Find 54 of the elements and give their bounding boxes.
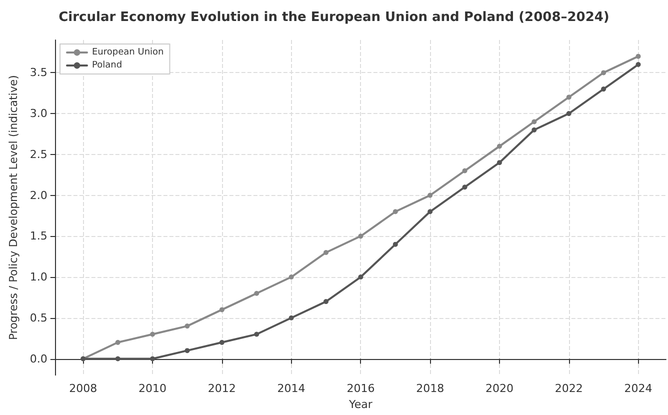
x-tick-label: 2012 [208,382,236,396]
point [115,356,120,362]
point [496,144,502,149]
point [392,242,398,247]
point [115,340,120,345]
y-tick-label: 0.0 [30,352,48,366]
point [358,234,364,239]
point [566,94,572,100]
point [358,274,364,280]
point [566,111,572,116]
y-tick-label: 1.5 [30,230,48,243]
y-tick-label: 1.0 [30,270,48,284]
x-tick-label: 2024 [624,382,652,396]
x-tick-label: 2018 [416,382,444,396]
x-tick-label: 2014 [277,382,306,396]
y-tick-label: 3.5 [30,66,48,80]
point [150,356,156,362]
point [532,127,537,132]
point [184,348,190,354]
x-tick-label: 2020 [485,382,514,396]
point [288,315,294,320]
y-tick-label: 2.0 [30,188,48,202]
legend-label: Poland [92,60,122,70]
point [324,250,329,255]
point [150,332,156,337]
y-tick-label: 0.5 [30,311,48,324]
y-tick-label: 3.0 [30,107,48,120]
point [428,192,433,198]
point [532,119,537,124]
point [601,86,606,92]
point [636,54,641,59]
point [288,274,294,280]
y-axis-title: Progress / Policy Development Level (indicative) [7,75,20,340]
point [254,290,260,296]
y-tick-label: 2.5 [30,148,48,161]
x-tick-label: 2016 [346,382,375,396]
point [324,299,329,304]
point [428,209,433,214]
point [184,324,190,329]
point [636,62,641,68]
point [496,160,502,166]
point [219,307,224,312]
x-axis-title: Year [348,398,373,411]
chart-title: Circular Economy Evolution in the European Union and Poland (2008–2024) [58,10,610,25]
point [601,70,606,76]
point [392,209,398,214]
point [254,332,260,337]
point [462,184,468,190]
point [219,340,224,345]
legend-label: European Union [92,48,164,58]
x-tick-label: 2008 [69,382,98,396]
x-tick-label: 2022 [554,382,583,396]
point [462,168,468,174]
x-tick-label: 2010 [138,382,167,396]
